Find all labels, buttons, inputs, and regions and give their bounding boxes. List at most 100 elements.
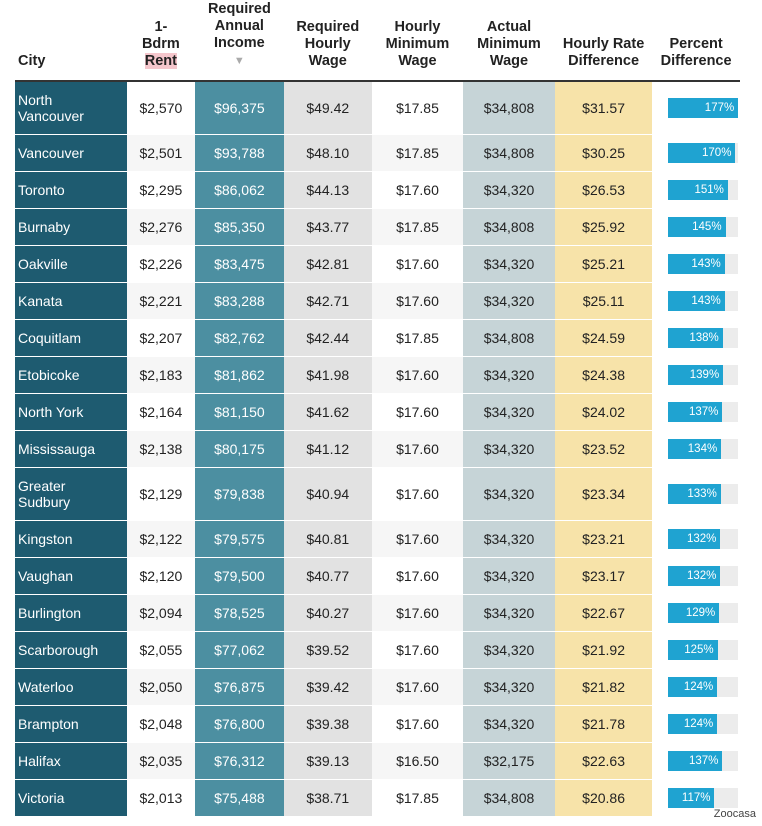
cell-city: Toronto [15, 171, 127, 209]
pct-bar: 170% [668, 143, 736, 163]
pct-bar: 143% [668, 254, 725, 274]
cell-pct: 143% [652, 282, 740, 320]
cell-mw: $17.60 [371, 520, 464, 558]
cell-inc: $93,788 [195, 134, 284, 172]
pct-bar: 129% [668, 603, 720, 623]
cell-mw: $17.60 [371, 171, 464, 209]
cell-city: Kanata [15, 282, 127, 320]
cell-act: $34,808 [463, 134, 555, 172]
pct-bar-track: 139% [668, 365, 739, 385]
pct-bar-track: 143% [668, 254, 739, 274]
col-diff[interactable]: Hourly Rate Difference [554, 0, 653, 82]
table-row: Burlington $2,094 $78,525 $40.27 $17.60 $34,3… [15, 594, 740, 632]
pct-bar-track: 133% [668, 484, 739, 504]
cell-rent: $2,295 [126, 171, 196, 209]
cell-mw: $17.60 [371, 393, 464, 431]
pct-bar-track: 143% [668, 291, 739, 311]
cell-city: North Vancouver [15, 81, 127, 135]
pct-bar-track: 177% [668, 98, 739, 118]
cell-act: $34,320 [463, 430, 555, 468]
pct-bar: 177% [668, 98, 739, 118]
pct-bar: 139% [668, 365, 724, 385]
table-row: Kingston $2,122 $79,575 $40.81 $17.60 $34,320… [15, 520, 740, 558]
cell-rent: $2,120 [126, 557, 196, 595]
cell-act: $34,320 [463, 668, 555, 706]
table-row: Mississauga $2,138 $80,175 $41.12 $17.60 $34,… [15, 430, 740, 468]
cell-hw: $44.13 [283, 171, 372, 209]
cell-hw: $41.98 [283, 356, 372, 394]
cell-inc: $80,175 [195, 430, 284, 468]
col-pct[interactable]: Percent Difference [652, 0, 740, 82]
cell-city: Burnaby [15, 208, 127, 246]
cell-pct: 137% [652, 393, 740, 431]
col-minwage[interactable]: Hourly Minimum Wage [371, 0, 464, 82]
cell-hw: $40.27 [283, 594, 372, 632]
cell-pct: 145% [652, 208, 740, 246]
pct-bar-track: 129% [668, 603, 739, 623]
pct-bar-track: 137% [668, 751, 739, 771]
cell-hw: $40.81 [283, 520, 372, 558]
cell-pct: 132% [652, 520, 740, 558]
cell-inc: $76,800 [195, 705, 284, 743]
cell-hw: $39.38 [283, 705, 372, 743]
cell-act: $34,320 [463, 467, 555, 521]
table-row: Oakville $2,226 $83,475 $42.81 $17.60 $34,320… [15, 245, 740, 283]
table-row: Coquitlam $2,207 $82,762 $42.44 $17.85 $34,80… [15, 319, 740, 357]
col-income[interactable]: Required Annual Income ▼ [195, 0, 284, 82]
cell-hw: $39.52 [283, 631, 372, 669]
pct-bar: 132% [668, 529, 721, 549]
cell-act: $34,320 [463, 245, 555, 283]
cell-city: Halifax [15, 742, 127, 780]
cell-diff: $24.59 [554, 319, 653, 357]
cell-act: $34,320 [463, 171, 555, 209]
cell-pct: 139% [652, 356, 740, 394]
cell-pct: 124% [652, 705, 740, 743]
cell-mw: $17.85 [371, 134, 464, 172]
cell-city: Vaughan [15, 557, 127, 595]
cell-diff: $23.17 [554, 557, 653, 595]
source-credit: Zoocasa [713, 808, 756, 820]
cell-diff: $25.21 [554, 245, 653, 283]
pct-bar-track: 137% [668, 402, 739, 422]
table-row: Toronto $2,295 $86,062 $44.13 $17.60 $34,320 $… [15, 171, 740, 209]
cell-city: Burlington [15, 594, 127, 632]
table-row: Waterloo $2,050 $76,875 $39.42 $17.60 $34,320… [15, 668, 740, 706]
cell-rent: $2,138 [126, 430, 196, 468]
table-row: Scarborough $2,055 $77,062 $39.52 $17.60 $34,… [15, 631, 740, 669]
pct-bar: 125% [668, 640, 718, 660]
cell-act: $34,320 [463, 705, 555, 743]
cell-inc: $77,062 [195, 631, 284, 669]
pct-bar: 124% [668, 677, 718, 697]
cell-diff: $26.53 [554, 171, 653, 209]
col-rent[interactable]: 1- Bdrm Rent [126, 0, 196, 82]
cell-act: $34,808 [463, 81, 555, 135]
rent-table: City 1- Bdrm Rent Required Annual Income ▼ … [15, 0, 740, 817]
cell-city: Etobicoke [15, 356, 127, 394]
cell-diff: $30.25 [554, 134, 653, 172]
cell-mw: $17.60 [371, 705, 464, 743]
table-row: Brampton $2,048 $76,800 $39.38 $17.60 $34,320… [15, 705, 740, 743]
col-actual[interactable]: Actual Minimum Wage [463, 0, 555, 82]
cell-hw: $39.42 [283, 668, 372, 706]
cell-city: Coquitlam [15, 319, 127, 357]
col-city[interactable]: City [15, 0, 127, 82]
pct-bar: 133% [668, 484, 721, 504]
pct-bar: 137% [668, 402, 723, 422]
sort-down-icon: ▼ [233, 55, 245, 67]
pct-bar: 117% [668, 788, 715, 808]
cell-act: $34,320 [463, 557, 555, 595]
table-row: North York $2,164 $81,150 $41.62 $17.60 $34,3… [15, 393, 740, 431]
cell-hw: $38.71 [283, 779, 372, 817]
cell-rent: $2,055 [126, 631, 196, 669]
cell-pct: 138% [652, 319, 740, 357]
cell-hw: $49.42 [283, 81, 372, 135]
cell-pct: 129% [652, 594, 740, 632]
cell-city: North York [15, 393, 127, 431]
cell-mw: $17.60 [371, 557, 464, 595]
cell-city: Victoria [15, 779, 127, 817]
cell-inc: $83,475 [195, 245, 284, 283]
col-hourly[interactable]: Required Hourly Wage [283, 0, 372, 82]
cell-diff: $23.34 [554, 467, 653, 521]
cell-diff: $22.63 [554, 742, 653, 780]
cell-mw: $16.50 [371, 742, 464, 780]
